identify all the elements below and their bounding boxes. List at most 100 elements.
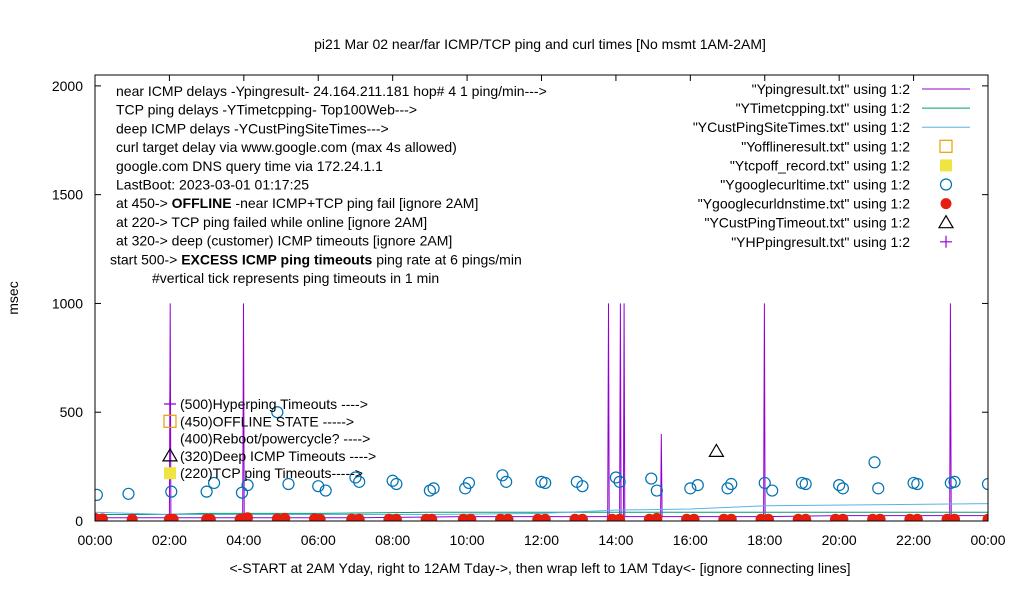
info-line-suffix: ping rate at 6 pings/min <box>372 251 521 267</box>
info-line: at 320-> deep (customer) ICMP timeouts [… <box>116 233 452 249</box>
legend-entry-label: "Ypingresult.txt" using 1:2 <box>752 81 911 97</box>
legend-entry-label: "Ygooglecurldnstime.txt" using 1:2 <box>698 196 910 212</box>
plot-frame <box>94 74 989 522</box>
legend: "Ypingresult.txt" using 1:2 "YTimetcpping… <box>693 81 970 250</box>
y-tick-label: 1000 <box>52 295 83 311</box>
data-point-4-48 <box>982 513 988 521</box>
data-point-4-33 <box>688 513 700 521</box>
series-line-2 <box>95 503 988 515</box>
data-point-4-4 <box>167 513 179 521</box>
data-point-3-34 <box>766 484 779 497</box>
level-marker-symbol-3 <box>161 447 179 462</box>
level-markers: (500)Hyperping Timeouts ---->(450)OFFLIN… <box>161 396 376 481</box>
level-marker-label: (450)OFFLINE STATE -----> <box>180 413 354 429</box>
data-point-4-21 <box>465 513 477 521</box>
info-line: at 450-> OFFLINE -near ICMP+TCP ping fai… <box>116 195 478 211</box>
info-line-prefix: start 500-> <box>110 251 181 267</box>
legend-entry-label: "YTimetcpping.txt" using 1:2 <box>736 100 911 116</box>
data-point-4-27 <box>576 513 588 521</box>
legend-entry-label: "YCustPingTimeout.txt" using 1:2 <box>704 215 910 231</box>
level-marker-symbol-0 <box>164 398 176 410</box>
data-point-3-9 <box>312 480 325 493</box>
x-tick-label: 00:00 <box>970 532 1005 548</box>
info-line: deep ICMP delays -YCustPingSiteTimes---> <box>116 120 389 136</box>
y-tick-label: 1500 <box>52 187 83 203</box>
data-point-3-7 <box>271 406 284 419</box>
x-tick-label: 16:00 <box>673 532 708 548</box>
data-point-4-11 <box>279 512 291 521</box>
data-point-4-25 <box>539 513 551 521</box>
y-axis-label: msec <box>5 281 21 314</box>
info-line: curl target delay via www.google.com (ma… <box>116 139 457 155</box>
x-tick-label: 04:00 <box>226 532 261 548</box>
data-point-4-6 <box>204 513 216 521</box>
info-line: #vertical tick represents ping timeouts … <box>152 270 439 286</box>
legend-swatch-filled-circle <box>940 198 952 210</box>
x-tick-label: 08:00 <box>375 532 410 548</box>
data-point-4-47 <box>949 513 961 521</box>
data-point-4-23 <box>502 513 514 521</box>
data-point-3-32 <box>725 477 738 491</box>
x-tick-label: 22:00 <box>896 532 931 548</box>
data-point-3-36 <box>799 477 812 491</box>
y-tick-label: 500 <box>60 404 84 420</box>
x-tick-label: 18:00 <box>747 532 782 548</box>
x-axis-label: <-START at 2AM Yday, right to 12AM Tday-… <box>229 560 850 576</box>
data-point-3-2 <box>165 485 178 498</box>
info-line-bold: OFFLINE <box>172 195 232 211</box>
data-point-4-43 <box>874 513 886 521</box>
data-point-3-12 <box>353 475 366 488</box>
data-point-3-27 <box>645 472 658 485</box>
info-line: google.com DNS query time via 172.24.1.1 <box>116 158 383 174</box>
legend-entry-label: "Ytcpoff_record.txt" using 1:2 <box>730 157 910 173</box>
data-point-3-25 <box>609 471 623 484</box>
data-point-3-16 <box>427 482 440 495</box>
y-tick-label: 0 <box>75 513 83 529</box>
data-point-4-15 <box>353 513 365 521</box>
data-point-3-39 <box>868 456 881 469</box>
legend-swatch-open-square <box>939 139 953 153</box>
data-point-3-24 <box>576 480 589 493</box>
level-marker-label: (220)TCP ping Timeouts-----> <box>180 465 363 481</box>
data-point-3-37 <box>833 479 846 492</box>
data-point-3-11 <box>349 471 362 484</box>
data-point-3-8 <box>282 477 295 491</box>
series-layer <box>95 303 988 521</box>
info-line-prefix: at 450-> <box>116 195 172 211</box>
level-marker-symbol-4 <box>164 467 176 480</box>
data-point-3-0 <box>95 488 103 501</box>
x-tick-label: 20:00 <box>822 532 857 548</box>
x-tick-label: 06:00 <box>301 532 336 548</box>
data-point-3-42 <box>911 477 924 491</box>
info-line-suffix: -near ICMP+TCP ping fail [ignore 2AM] <box>232 195 479 211</box>
data-point-4-37 <box>762 513 774 521</box>
level-marker-label: (500)Hyperping Timeouts ----> <box>180 396 368 412</box>
data-point-3-20 <box>500 475 513 488</box>
legend-entry-label: "YCustPingSiteTimes.txt" using 1:2 <box>693 119 910 135</box>
data-point-3-44 <box>948 475 961 488</box>
data-point-4-29 <box>614 513 626 521</box>
data-point-3-31 <box>721 482 734 495</box>
info-line: TCP ping delays -YTimetcpping- Top100Web… <box>116 102 417 118</box>
data-point-4-1 <box>96 513 108 521</box>
info-text-block: near ICMP delays -Ypingresult- 24.164.21… <box>110 83 547 286</box>
data-point-3-33 <box>758 476 771 490</box>
info-line-bold: EXCESS ICMP ping timeouts <box>181 251 372 267</box>
data-point-4-31 <box>651 512 663 521</box>
level-marker-label: (320)Deep ICMP Timeouts ----> <box>180 448 376 464</box>
data-point-4-17 <box>390 513 402 521</box>
info-line: start 500-> EXCESS ICMP ping timeouts pi… <box>110 251 522 267</box>
x-tick-label: 10:00 <box>450 532 485 548</box>
legend-entry-label: "YHPpingresult.txt" using 1:2 <box>731 234 910 250</box>
data-point-3-38 <box>836 482 849 495</box>
data-point-4-41 <box>837 513 849 521</box>
axes: 00:00 02:00 04:00 06:00 08:00 10:00 12:00 14:00… <box>52 75 1006 548</box>
info-line: at 220-> TCP ping failed while online [i… <box>116 214 427 230</box>
x-tick-label: 14:00 <box>598 532 633 548</box>
legend-entry-label: "Ygooglecurltime.txt" using 1:2 <box>720 177 910 193</box>
data-point-3-18 <box>462 476 476 490</box>
data-point-3-22 <box>539 476 552 490</box>
data-point-3-4 <box>207 476 221 490</box>
level-marker-symbol-1 <box>163 414 177 428</box>
chart-title: pi21 Mar 02 near/far ICMP/TCP ping and c… <box>314 36 766 52</box>
